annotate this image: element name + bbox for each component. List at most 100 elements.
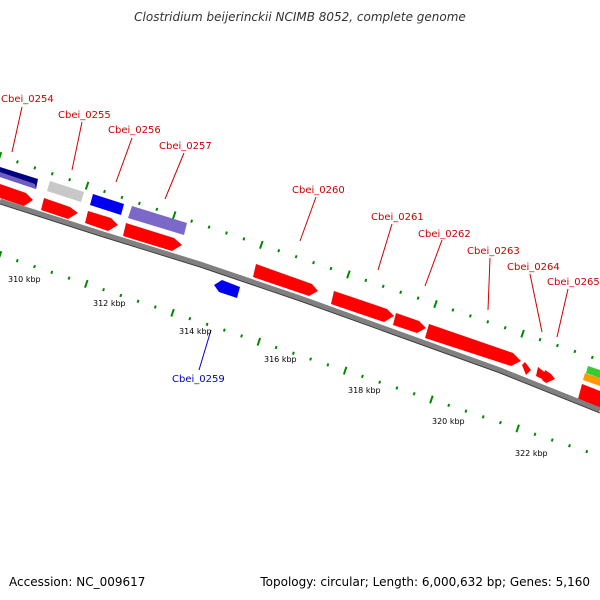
inner-ring-tick (188, 316, 192, 321)
gene-arrow-0257[interactable] (123, 223, 182, 251)
inner-ring-tick (550, 438, 554, 442)
inner-tick-ring (0, 250, 589, 454)
inner-ring-tick (119, 293, 123, 298)
scale-label-322: 322 kbp (515, 449, 548, 458)
outer-ring-tick (50, 172, 54, 176)
outer-ring-tick (486, 320, 490, 324)
feature-green[interactable] (586, 366, 600, 378)
outer-ring-tick (190, 219, 194, 223)
gene-label-0254[interactable]: Cbei_0254 (1, 94, 54, 105)
inner-ring-tick (429, 395, 434, 404)
outer-ring-tick (0, 151, 3, 160)
feature-grey[interactable] (47, 181, 84, 202)
inner-ring-tick (291, 351, 295, 356)
gene-arrow-0255[interactable] (41, 198, 78, 219)
inner-ring-tick (499, 420, 502, 425)
inner-ring-tick (515, 424, 520, 433)
gene-label-0260[interactable]: Cbei_0260 (292, 185, 345, 196)
inner-ring-tick (360, 374, 364, 379)
inner-ring-tick (84, 279, 89, 289)
inner-ring-tick (585, 449, 589, 454)
inner-ring-tick (326, 363, 330, 367)
outer-ring-tick (573, 349, 577, 354)
accession-text: Accession: NC_009617 (9, 575, 146, 589)
inner-ring-tick (67, 276, 71, 280)
scale-label-310: 310 kbp (8, 275, 41, 284)
inner-ring-tick (240, 334, 244, 338)
gene-arrow-0260[interactable] (253, 264, 318, 296)
scale-label-318: 318 kbp (348, 386, 381, 395)
gene-arrow-0256[interactable] (85, 211, 118, 231)
outer-ring-tick (329, 266, 333, 271)
feature-orange[interactable] (583, 373, 600, 386)
gene-label-0265[interactable]: Cbei_0265 (547, 277, 600, 288)
gene-arrow-0259[interactable] (214, 280, 240, 298)
gene-label-0263[interactable]: Cbei_0263 (467, 246, 520, 257)
gene-label-0262[interactable]: Cbei_0262 (418, 229, 471, 240)
gene-label-0259[interactable]: Cbei_0259 (172, 374, 225, 385)
map-title: Clostridium beijerinckii NCIMB 8052, com… (134, 10, 466, 24)
inner-ring-tick (50, 270, 54, 275)
outer-ring-tick (312, 260, 316, 265)
inner-ring-tick (153, 305, 157, 309)
gene-arrow-0265[interactable] (542, 370, 555, 383)
inner-ring-tick (464, 409, 468, 413)
scale-label-316: 316 kbp (264, 355, 297, 364)
gene-arrow-0261[interactable] (331, 291, 394, 322)
gene-label-0261[interactable]: Cbei_0261 (371, 212, 424, 223)
inner-ring-tick (412, 392, 416, 396)
outer-ring-tick (155, 207, 159, 212)
gene-label-0256[interactable]: Cbei_0256 (108, 125, 161, 136)
outer-ring-tick (381, 284, 385, 289)
inner-ring-tick (222, 328, 226, 332)
outer-ring-tick (346, 270, 351, 279)
genome-backbone-edge (0, 203, 600, 414)
genome-summary-text: Topology: circular; Length: 6,000,632 bp… (260, 575, 590, 589)
inner-ring-tick (395, 386, 399, 390)
inner-ring-tick (0, 250, 3, 259)
outer-ring-tick (33, 166, 37, 170)
inner-ring-tick (481, 415, 485, 419)
inner-ring-tick (309, 357, 313, 361)
inner-ring-tick (170, 308, 175, 317)
inner-ring-tick (205, 322, 209, 327)
scale-label-320: 320 kbp (432, 417, 465, 426)
inner-ring-tick (15, 259, 19, 263)
outer-ring-tick (68, 177, 72, 182)
gene-arrow-0263[interactable] (425, 324, 521, 366)
gene-arrow-0264a[interactable] (522, 362, 531, 375)
outer-ring-tick (137, 201, 141, 206)
inner-ring-tick (568, 444, 571, 448)
outer-ring-tick (364, 278, 368, 283)
gene-arrow-0254[interactable] (0, 184, 33, 206)
inner-ring-tick (136, 299, 140, 303)
forward-strand-genes (0, 184, 600, 408)
outer-ring-tick (171, 211, 177, 220)
outer-ring-tick (294, 254, 298, 259)
gene-label-0264[interactable]: Cbei_0264 (507, 262, 560, 273)
outer-ring-tick (277, 249, 281, 253)
gene-label-0255[interactable]: Cbei_0255 (58, 110, 111, 121)
label-leaders (11, 106, 569, 371)
gene-labels: Cbei_0254 Cbei_0255 Cbei_0256 Cbei_0257 … (1, 94, 600, 385)
outer-ring-tick (225, 231, 228, 235)
genome-backbone (0, 198, 600, 413)
outer-ring-tick (416, 296, 420, 300)
outer-ring-tick (468, 314, 472, 318)
feature-purple-b[interactable] (128, 206, 187, 235)
gene-arrow-0262[interactable] (393, 313, 426, 333)
feature-blue[interactable] (90, 194, 124, 215)
outer-ring-tick (103, 189, 106, 194)
inner-ring-tick (256, 337, 262, 346)
outer-ring-tick (84, 181, 90, 190)
inner-ring-tick (274, 345, 278, 350)
scale-label-312: 312 kbp (93, 299, 126, 308)
feature-row-top (0, 167, 600, 386)
inner-ring-tick (447, 403, 451, 408)
scale-label-314: 314 kbp (179, 327, 212, 336)
scale-labels: 310 kbp 312 kbp 314 kbp 316 kbp 318 kbp … (8, 275, 548, 458)
feature-purple-a[interactable] (0, 172, 36, 189)
gene-arrow-edge[interactable] (578, 384, 600, 408)
gene-label-0257[interactable]: Cbei_0257 (159, 141, 212, 152)
